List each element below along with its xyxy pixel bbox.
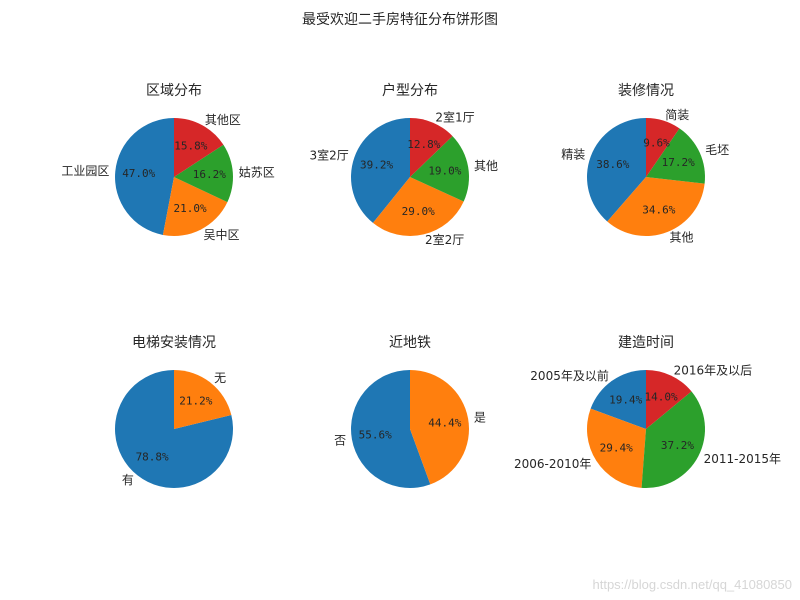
pie-title: 近地铁 — [389, 335, 431, 351]
pie-slice — [646, 118, 680, 177]
pie-slice — [351, 370, 431, 489]
pie-slice — [351, 118, 410, 223]
pie-percent-label: 15.8% — [174, 139, 207, 152]
pie-chart-3: 装修情况 38.6% 精装 34.6% 其他 17.2% 毛坯 9.6% 简装 — [561, 83, 729, 244]
pie-slice-label: 精装 — [561, 147, 585, 161]
pie-slice-label: 吴中区 — [203, 227, 239, 242]
pie-percent-label: 38.6% — [596, 158, 629, 171]
pie-percent-label: 39.2% — [360, 159, 393, 172]
pie-percent-label: 78.8% — [136, 450, 169, 463]
pie-slice-label: 3室2厅 — [310, 147, 349, 162]
pie-slice-label: 否 — [334, 433, 346, 447]
pie-percent-label: 19.4% — [609, 393, 642, 406]
pie-slice-label: 是 — [474, 411, 486, 425]
pie-percent-label: 16.2% — [193, 168, 226, 181]
pie-percent-label: 34.6% — [642, 204, 675, 217]
pie-slice-label: 毛坯 — [705, 143, 729, 157]
pie-slice — [115, 118, 174, 235]
pie-percent-label: 12.8% — [407, 138, 440, 151]
pie-slice-label: 其他区 — [205, 113, 241, 127]
pie-slice — [410, 118, 453, 177]
pie-percent-label: 17.2% — [662, 156, 695, 169]
pie-slice — [410, 136, 470, 202]
pie-slice-label: 其他 — [474, 159, 498, 173]
pie-chart-1: 区域分布 47.0% 工业园区 21.0% 吴中区 16.2% 姑苏区 15.8% 其他区 — [61, 83, 274, 242]
pie-percent-label: 14.0% — [645, 390, 678, 403]
pie-slice-label: 工业园区 — [61, 164, 109, 178]
pie-slice — [586, 118, 646, 222]
pie-title: 建造时间 — [618, 335, 674, 351]
pie-percent-label: 29.0% — [402, 205, 435, 218]
pie-slice — [410, 370, 470, 485]
pie-slice-label: 2室1厅 — [435, 109, 474, 124]
pie-slice-label: 简装 — [665, 108, 689, 122]
pie-percent-label: 44.4% — [428, 416, 461, 429]
pie-percent-label: 21.2% — [179, 395, 212, 408]
pie-slice — [174, 118, 224, 177]
pie-slice — [646, 370, 692, 429]
pie-slice-label: 姑苏区 — [239, 166, 275, 180]
pie-slice-label: 无 — [214, 371, 226, 385]
pie-percent-label: 9.6% — [643, 137, 670, 150]
pie-title: 户型分布 — [382, 82, 438, 99]
pie-title: 装修情况 — [618, 83, 674, 99]
pie-slice — [641, 391, 705, 488]
pie-percent-label: 37.2% — [661, 439, 694, 452]
pie-title: 区域分布 — [146, 83, 202, 99]
pie-percent-label: 21.0% — [174, 202, 207, 215]
pie-slice-label: 2006-2010年 — [514, 457, 591, 471]
pie-slice-label: 2011-2015年 — [704, 452, 781, 466]
pie-percent-label: 55.6% — [359, 429, 392, 442]
pie-slice-label: 2005年及以前 — [530, 368, 609, 383]
pie-slice — [372, 177, 464, 237]
watermark: https://blog.csdn.net/qq_41080850 — [592, 577, 793, 592]
pie-percent-label: 29.4% — [600, 442, 633, 455]
pie-slice — [586, 408, 646, 488]
pie-title: 电梯安装情况 — [132, 335, 216, 351]
pie-slice-label: 2室2厅 — [425, 232, 464, 247]
pie-slice — [162, 177, 228, 236]
pie-slice — [646, 128, 705, 184]
pie-slice — [115, 370, 234, 488]
pie-slice-label: 有 — [122, 473, 134, 487]
pie-percent-label: 19.0% — [428, 165, 461, 178]
pie-chart-2: 户型分布 39.2% 3室2厅 29.0% 2室2厅 19.0% 其他 12.8% 2室1厅 — [310, 82, 498, 247]
pie-slice — [590, 370, 646, 429]
pie-charts: 区域分布 47.0% 工业园区 21.0% 吴中区 16.2% 姑苏区 15.8% 其他区 户型分… — [61, 82, 781, 489]
pie-percent-label: 47.0% — [122, 167, 155, 180]
pie-slice — [607, 177, 705, 236]
figure-title: 最受欢迎二手房特征分布饼形图 — [302, 12, 498, 28]
pie-slice — [174, 370, 232, 429]
pie-slice-label: 其他 — [670, 230, 694, 244]
pie-chart-5: 近地铁 55.6% 否 44.4% 是 — [334, 335, 486, 489]
pie-chart-6: 建造时间 19.4%2005年及以前 29.4% 2006-2010年 37.2% 201… — [514, 335, 781, 488]
pie-chart-4: 电梯安装情况 78.8%有 21.2%无 — [115, 335, 234, 488]
pie-slice-label: 2016年及以后 — [674, 363, 753, 377]
pie-slice — [174, 144, 233, 203]
